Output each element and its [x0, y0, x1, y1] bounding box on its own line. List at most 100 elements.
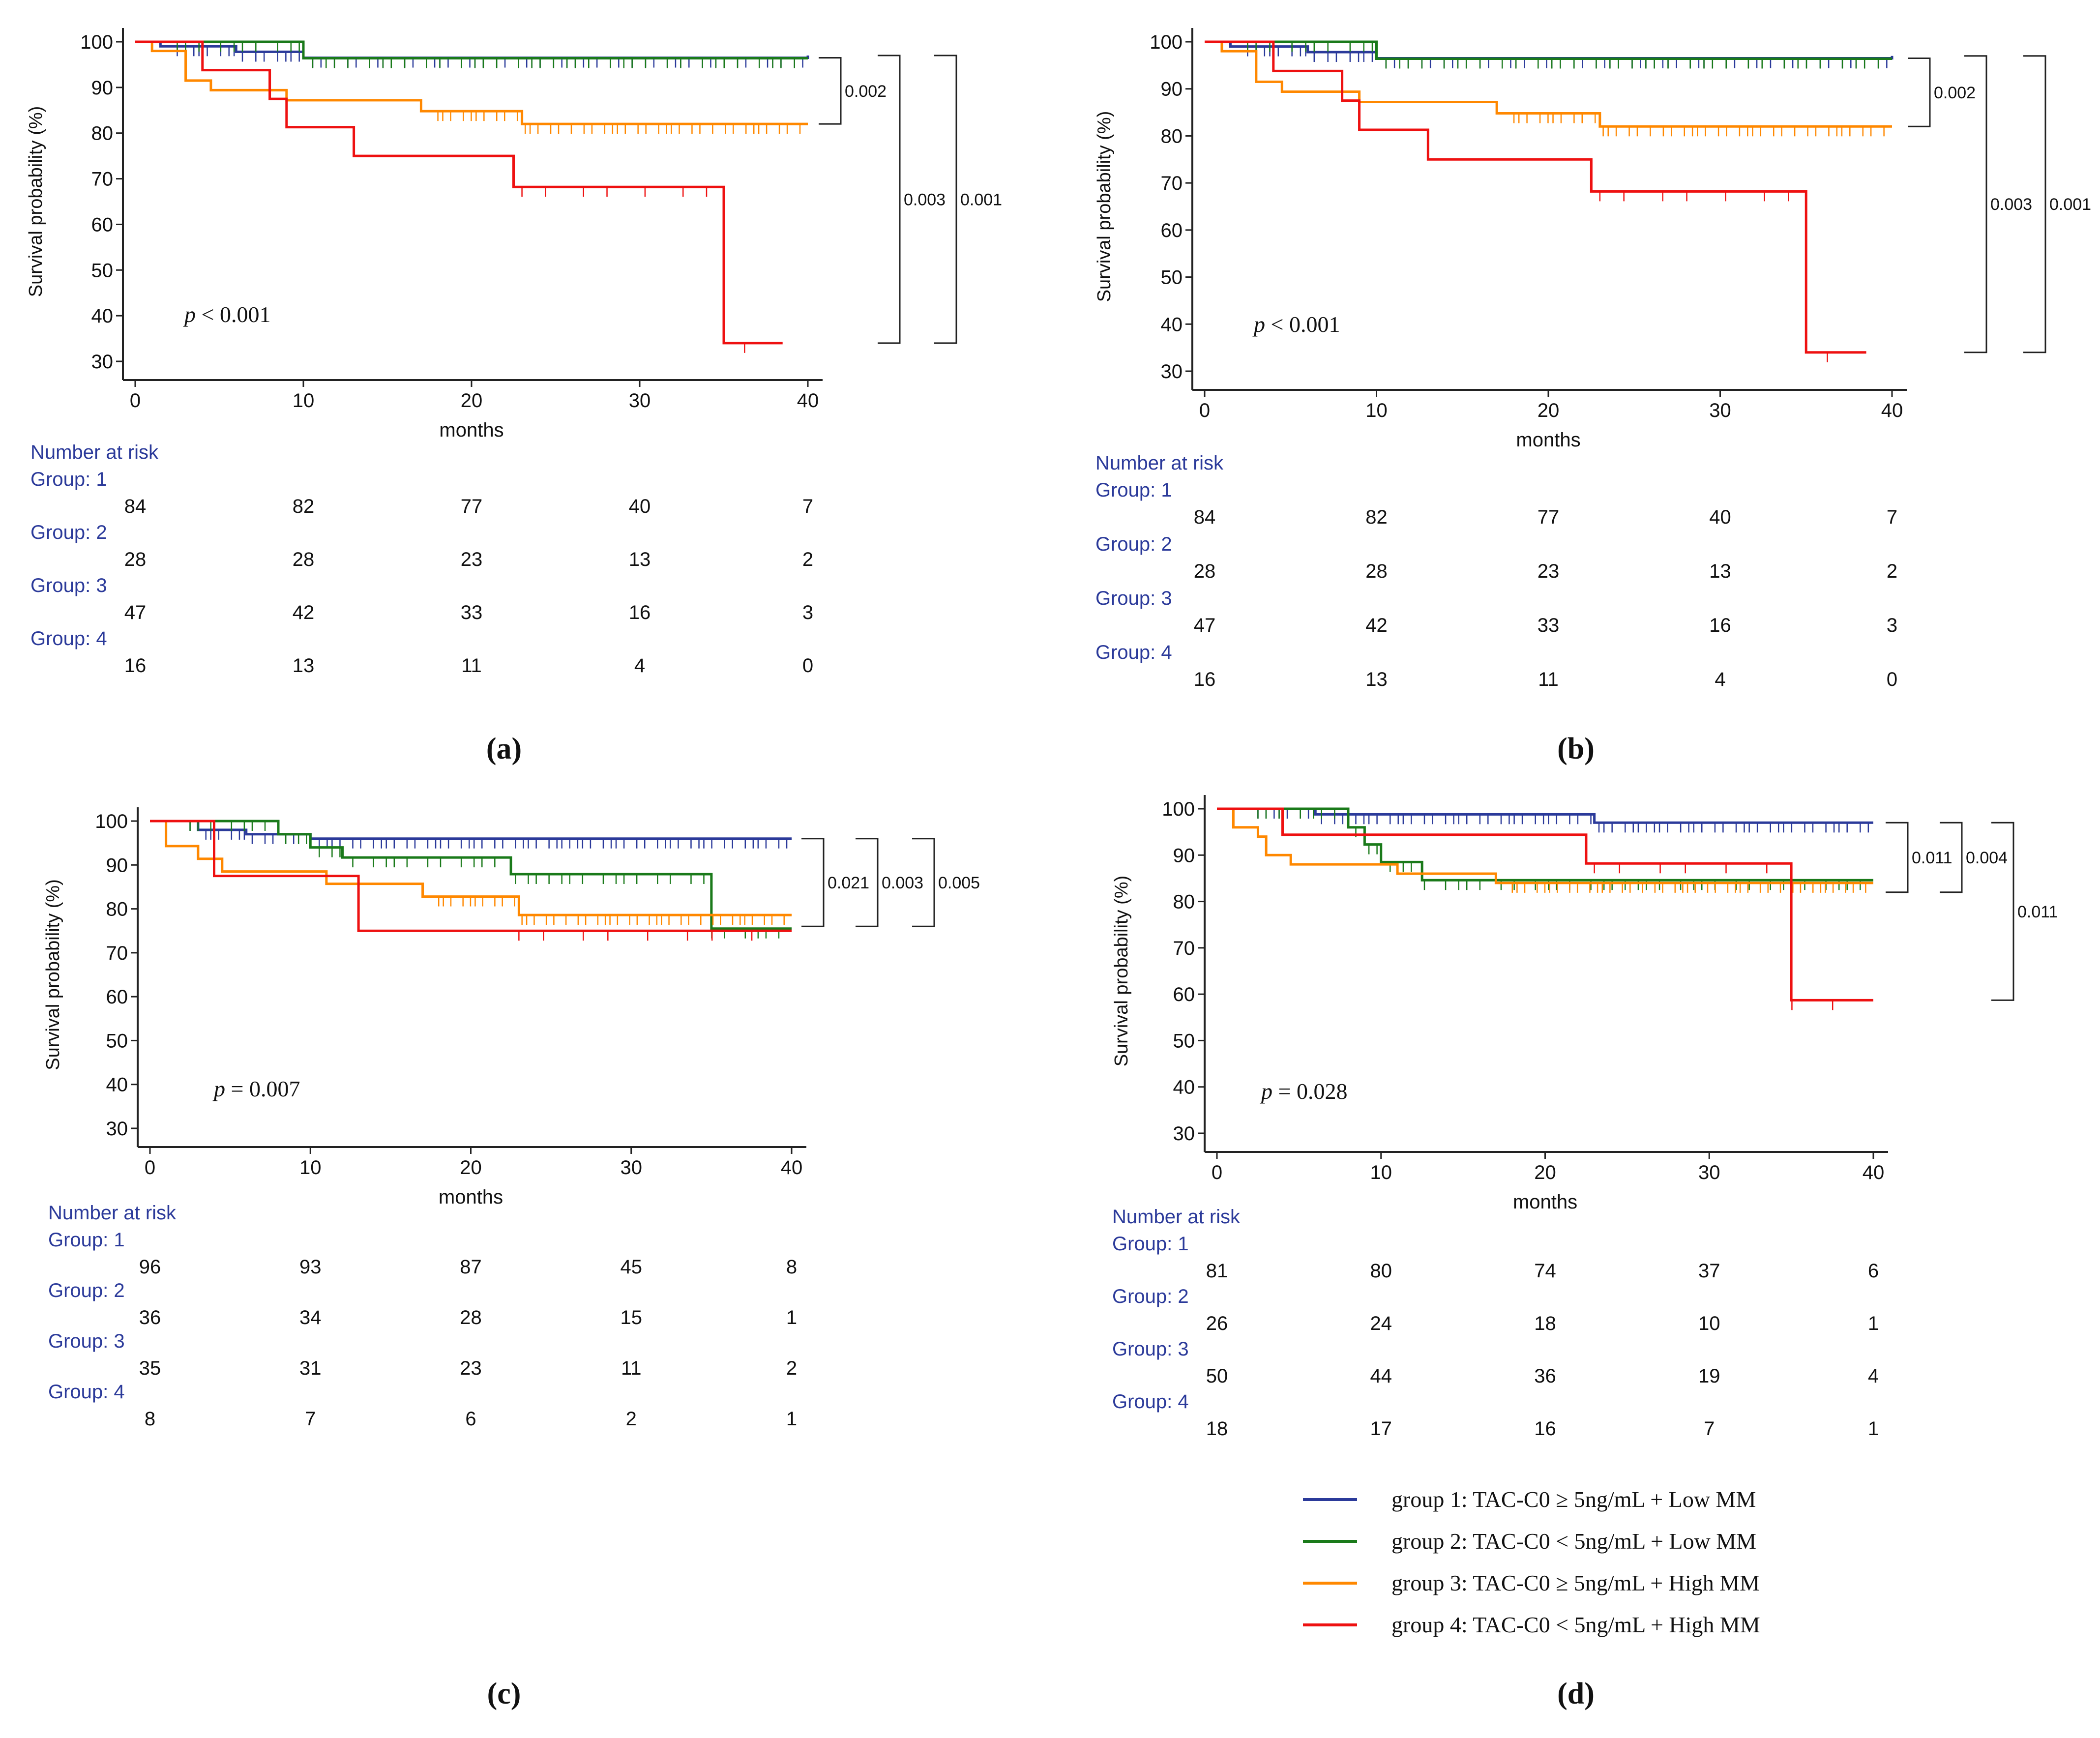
risk-count: 35	[139, 1357, 161, 1379]
y-axis-label: Survival probability (%)	[26, 106, 46, 297]
risk-count: 7	[802, 496, 813, 517]
x-tick-label: 10	[293, 390, 315, 412]
risk-count: 10	[1698, 1313, 1720, 1334]
risk-count: 1	[1868, 1418, 1879, 1440]
risk-count: 16	[629, 602, 651, 623]
y-tick-label: 60	[106, 986, 128, 1008]
risk-count: 36	[1534, 1365, 1556, 1387]
risk-count: 3	[1887, 615, 1897, 636]
risk-count: 0	[802, 655, 813, 677]
y-tick-label: 90	[106, 854, 128, 876]
risk-count: 33	[1538, 615, 1560, 636]
risk-count: 4	[1868, 1365, 1879, 1387]
y-tick-label: 80	[106, 899, 128, 920]
risk-count: 15	[621, 1307, 643, 1328]
risk-count: 93	[299, 1256, 322, 1278]
survival-curve-group-4	[135, 40, 783, 345]
p-value-text: < 0.001	[196, 302, 270, 327]
chart-panel-c: 30 40 50 60 70 80 90 100 0 10 20 30 40 months Survival…	[43, 807, 980, 1710]
risk-group-label: Group: 4	[1095, 642, 1172, 663]
risk-count: 7	[1704, 1418, 1715, 1440]
survival-curve-group-4	[150, 820, 792, 932]
risk-count: 47	[1194, 615, 1216, 636]
significance-bracket	[856, 838, 879, 927]
x-tick-label: 20	[461, 390, 483, 412]
risk-count: 28	[1194, 560, 1216, 582]
risk-group-label: Group: 1	[1095, 479, 1172, 501]
bracket-p-label: 0.005	[938, 874, 980, 892]
risk-count: 33	[461, 602, 483, 623]
panel-label: (b)	[1557, 732, 1595, 766]
risk-count: 74	[1534, 1260, 1556, 1282]
panel-label: (c)	[487, 1677, 521, 1710]
risk-count: 45	[621, 1256, 643, 1278]
x-tick-label: 0	[145, 1157, 155, 1178]
significance-bracket	[1940, 822, 1963, 893]
survival-curve-group-2	[135, 40, 808, 59]
legend: group 1: TAC-C0 ≥ 5ng/mL + Low MM group 2…	[1303, 1487, 1760, 1637]
bracket-p-label: 0.011	[1912, 849, 1952, 867]
risk-count: 16	[1194, 669, 1216, 690]
survival-curve-group-1	[135, 40, 809, 59]
significance-bracket	[878, 55, 901, 344]
p-symbol: p	[183, 302, 196, 327]
risk-count: 34	[299, 1307, 322, 1328]
survival-curve-group-3	[150, 820, 792, 916]
y-tick-label: 90	[1173, 845, 1195, 866]
survival-curve-group-2	[150, 820, 792, 930]
risk-count: 28	[1365, 560, 1388, 582]
risk-group-label: Group: 2	[1095, 533, 1172, 555]
significance-bracket	[1991, 822, 2014, 1001]
risk-count: 13	[1709, 560, 1731, 582]
x-tick-label: 40	[1881, 400, 1903, 421]
y-tick-label: 100	[1150, 31, 1183, 53]
risk-count: 37	[1698, 1260, 1720, 1282]
y-tick-label: 30	[1161, 361, 1183, 383]
risk-count: 28	[460, 1307, 482, 1328]
p-symbol: p	[212, 1076, 225, 1101]
legend-label: group 3: TAC-C0 ≥ 5ng/mL + High MM	[1391, 1570, 1760, 1595]
x-tick-label: 20	[460, 1157, 482, 1178]
risk-count: 18	[1534, 1313, 1556, 1334]
bracket-p-label: 0.002	[1934, 84, 1976, 102]
legend-label: group 2: TAC-C0 < 5ng/mL + Low MM	[1391, 1529, 1756, 1554]
risk-count: 1	[1868, 1313, 1879, 1334]
bracket-p-label: 0.002	[845, 82, 887, 101]
survival-curve-group-1	[1217, 807, 1873, 824]
risk-count: 0	[1887, 669, 1897, 690]
y-tick-label: 80	[91, 123, 114, 145]
chart-panel-d: 30 40 50 60 70 80 90 100 0 10 20 30 40 months Survival…	[1111, 795, 2058, 1710]
y-tick-label: 50	[1173, 1030, 1195, 1052]
x-tick-label: 10	[1365, 400, 1388, 421]
risk-count: 1	[786, 1307, 797, 1328]
risk-count: 7	[305, 1408, 316, 1430]
p-value: p < 0.001	[1252, 312, 1340, 337]
panel-label: (a)	[486, 732, 522, 766]
p-symbol: p	[1260, 1079, 1272, 1104]
survival-curve-group-3	[1217, 807, 1873, 884]
y-tick-label: 70	[106, 943, 128, 964]
risk-count: 18	[1206, 1418, 1228, 1440]
y-tick-label: 60	[1173, 984, 1195, 1005]
y-axis-label: Survival probability (%)	[1111, 876, 1132, 1067]
survival-curve-group-4	[1217, 807, 1873, 1002]
x-axis-label: months	[1513, 1191, 1577, 1213]
risk-count: 26	[1206, 1313, 1228, 1334]
risk-group-label: Group: 1	[48, 1229, 125, 1251]
risk-count: 28	[293, 549, 315, 570]
risk-count: 2	[626, 1408, 637, 1430]
risk-count: 13	[1365, 669, 1388, 690]
x-tick-label: 0	[1212, 1162, 1222, 1183]
legend-label: group 4: TAC-C0 < 5ng/mL + High MM	[1391, 1612, 1760, 1637]
x-tick-label: 40	[781, 1157, 803, 1178]
risk-count: 6	[1868, 1260, 1879, 1282]
risk-count: 96	[139, 1256, 161, 1278]
risk-count: 3	[802, 602, 813, 623]
risk-count: 84	[1194, 506, 1216, 528]
y-tick-label: 100	[80, 31, 113, 53]
x-tick-label: 30	[629, 390, 651, 412]
risk-count: 40	[1709, 506, 1731, 528]
y-tick-label: 80	[1173, 891, 1195, 913]
risk-count: 23	[460, 1357, 482, 1379]
